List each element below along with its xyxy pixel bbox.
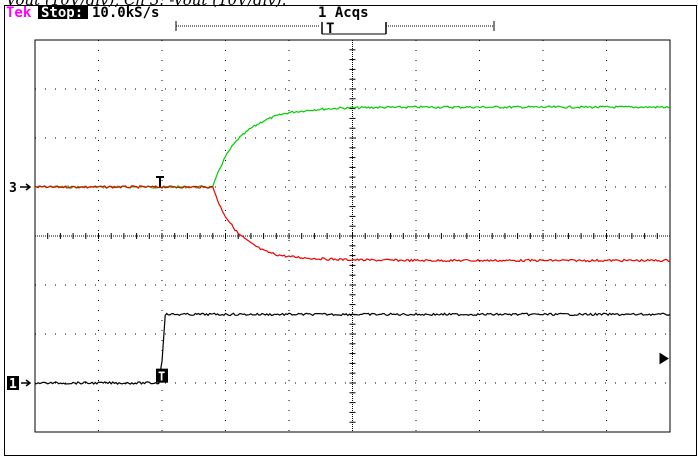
trigger-marker-label: T (158, 370, 165, 384)
sample-rate-label: 10.0kS/s (92, 5, 159, 21)
brand-label: Tek (6, 5, 32, 21)
record-window-bg (320, 22, 386, 34)
channel-marker-3: 3 (9, 181, 32, 196)
run-state-label: Stop: (41, 5, 83, 21)
channel-marker-label: 3 (9, 181, 17, 196)
trace-ch3-negative (34, 185, 671, 263)
trigger-level-arrow (659, 352, 669, 365)
run-state-box (38, 6, 88, 19)
graticule (34, 39, 671, 433)
markers: 3 1 T (7, 176, 669, 392)
trace-ch1-input (34, 312, 671, 385)
trigger-marker: T (156, 368, 168, 384)
figure-caption: Vout (10V/div), Ch 3: -Vout (10V/div). (6, 0, 287, 9)
channel-marker-1: 1 (7, 376, 32, 392)
acquisition-count-label: 1 Acqs (318, 5, 369, 21)
traces (34, 105, 671, 385)
trigger-time-cursor (156, 176, 164, 187)
channel-marker-label: 1 (9, 377, 17, 392)
record-window-brackets (321, 22, 387, 34)
trace-ch2-positive (34, 105, 671, 189)
trigger-position-marker: T (326, 21, 334, 37)
